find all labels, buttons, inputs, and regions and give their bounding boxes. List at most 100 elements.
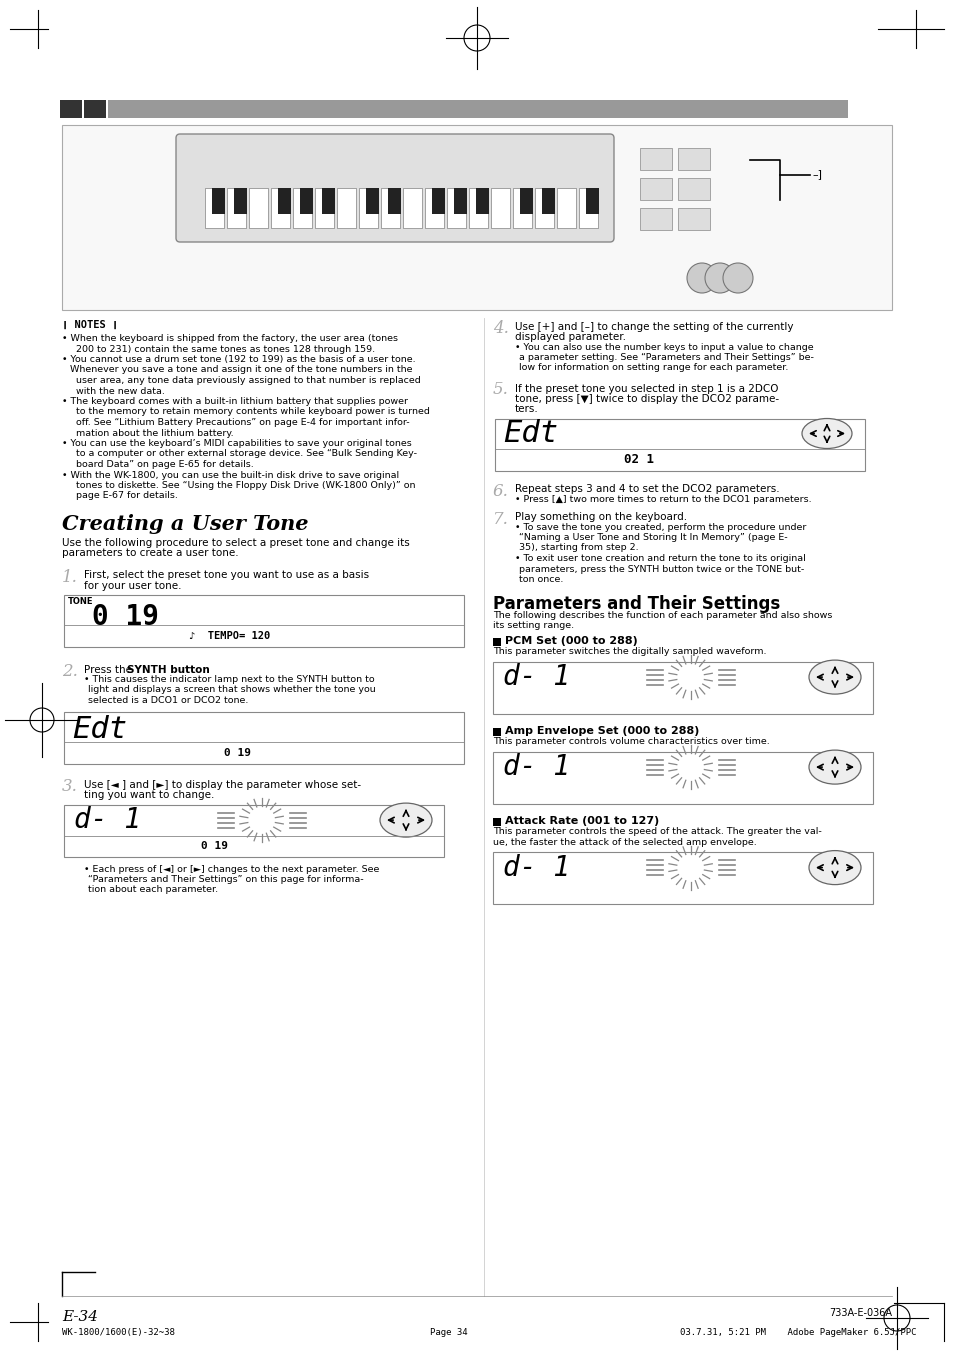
Text: for your user tone.: for your user tone. [84, 581, 181, 590]
FancyBboxPatch shape [64, 804, 443, 857]
Text: to the memory to retain memory contents while keyboard power is turned: to the memory to retain memory contents … [70, 408, 430, 416]
FancyBboxPatch shape [212, 188, 225, 213]
Text: Press the: Press the [84, 665, 135, 676]
Text: TONE: TONE [68, 597, 93, 607]
FancyBboxPatch shape [493, 638, 500, 646]
Text: to a computer or other external storage device. See “Bulk Sending Key-: to a computer or other external storage … [70, 450, 416, 458]
FancyBboxPatch shape [299, 188, 313, 213]
FancyBboxPatch shape [493, 662, 872, 713]
FancyBboxPatch shape [424, 188, 443, 228]
FancyBboxPatch shape [519, 188, 533, 213]
FancyBboxPatch shape [447, 188, 465, 228]
FancyBboxPatch shape [678, 208, 709, 230]
Circle shape [704, 263, 734, 293]
Text: user area, any tone data previously assigned to that number is replaced: user area, any tone data previously assi… [70, 376, 420, 385]
FancyBboxPatch shape [205, 188, 224, 228]
Text: This parameter controls volume characteristics over time.: This parameter controls volume character… [493, 738, 769, 747]
FancyBboxPatch shape [60, 100, 82, 118]
FancyBboxPatch shape [233, 188, 247, 213]
Text: ton once.: ton once. [518, 576, 563, 584]
Text: 03.7.31, 5:21 PM    Adobe PageMaker 6.5J/PPC: 03.7.31, 5:21 PM Adobe PageMaker 6.5J/PP… [679, 1328, 916, 1337]
Text: displayed parameter.: displayed parameter. [515, 332, 625, 343]
Text: ue, the faster the attack of the selected amp envelope.: ue, the faster the attack of the selecte… [493, 838, 756, 847]
Text: Parameters and Their Settings: Parameters and Their Settings [493, 594, 780, 613]
FancyBboxPatch shape [469, 188, 488, 228]
Text: 200 to 231) contain the same tones as tones 128 through 159.: 200 to 231) contain the same tones as to… [70, 345, 375, 354]
FancyBboxPatch shape [639, 208, 671, 230]
Text: .: . [193, 665, 196, 676]
FancyBboxPatch shape [402, 188, 421, 228]
FancyBboxPatch shape [491, 188, 510, 228]
FancyBboxPatch shape [271, 188, 290, 228]
FancyBboxPatch shape [380, 188, 399, 228]
Ellipse shape [808, 750, 861, 784]
Text: PCM Set (000 to 288): PCM Set (000 to 288) [504, 635, 638, 646]
Text: ting you want to change.: ting you want to change. [84, 790, 214, 801]
Ellipse shape [808, 661, 861, 694]
Text: Play something on the keyboard.: Play something on the keyboard. [515, 512, 686, 523]
Text: Use [+] and [–] to change the setting of the currently: Use [+] and [–] to change the setting of… [515, 322, 793, 332]
Text: E-34: E-34 [62, 1310, 98, 1324]
FancyBboxPatch shape [62, 126, 891, 309]
Text: 5.: 5. [493, 381, 508, 399]
Text: WK-1800/1600(E)-32~38: WK-1800/1600(E)-32~38 [62, 1328, 174, 1337]
Text: • The keyboard comes with a built-in lithium battery that supplies power: • The keyboard comes with a built-in lit… [62, 397, 408, 407]
Text: a parameter setting. See “Parameters and Their Settings” be-: a parameter setting. See “Parameters and… [518, 353, 813, 362]
FancyBboxPatch shape [495, 419, 864, 470]
Text: • When the keyboard is shipped from the factory, the user area (tones: • When the keyboard is shipped from the … [62, 334, 397, 343]
FancyBboxPatch shape [678, 149, 709, 170]
FancyBboxPatch shape [535, 188, 554, 228]
Text: 35), starting from step 2.: 35), starting from step 2. [518, 543, 638, 553]
Text: 0 19: 0 19 [200, 842, 228, 851]
FancyBboxPatch shape [175, 134, 614, 242]
Text: “Parameters and Their Settings” on this page for informa-: “Parameters and Their Settings” on this … [88, 875, 363, 884]
Text: • This causes the indicator lamp next to the SYNTH button to: • This causes the indicator lamp next to… [84, 676, 375, 684]
Ellipse shape [801, 419, 851, 449]
FancyBboxPatch shape [557, 188, 576, 228]
FancyBboxPatch shape [227, 188, 246, 228]
Text: • With the WK-1800, you can use the built-in disk drive to save original: • With the WK-1800, you can use the buil… [62, 470, 398, 480]
Text: Page 34: Page 34 [430, 1328, 467, 1337]
Text: d- 1: d- 1 [502, 663, 569, 692]
Text: tion about each parameter.: tion about each parameter. [88, 885, 218, 894]
FancyBboxPatch shape [639, 178, 671, 200]
Text: • You cannot use a drum set tone (192 to 199) as the basis of a user tone.: • You cannot use a drum set tone (192 to… [62, 355, 416, 363]
Text: This parameter controls the speed of the attack. The greater the val-: This parameter controls the speed of the… [493, 828, 821, 836]
Text: parameters, press the SYNTH button twice or the TONE but-: parameters, press the SYNTH button twice… [518, 565, 803, 574]
Text: Edt: Edt [71, 716, 127, 744]
Text: ♪  TEMPO= 120: ♪ TEMPO= 120 [189, 631, 270, 640]
FancyBboxPatch shape [513, 188, 532, 228]
FancyBboxPatch shape [358, 188, 377, 228]
Text: parameters to create a user tone.: parameters to create a user tone. [62, 549, 238, 558]
Text: off. See “Lithium Battery Precautions” on page E-4 for important infor-: off. See “Lithium Battery Precautions” o… [70, 417, 409, 427]
FancyBboxPatch shape [366, 188, 378, 213]
FancyBboxPatch shape [493, 817, 500, 825]
Text: 4.: 4. [493, 320, 508, 336]
FancyBboxPatch shape [493, 751, 872, 804]
Text: its setting range.: its setting range. [493, 621, 574, 631]
FancyBboxPatch shape [277, 188, 291, 213]
Text: • To save the tone you created, perform the procedure under: • To save the tone you created, perform … [515, 523, 805, 531]
FancyBboxPatch shape [578, 188, 598, 228]
Text: 6.: 6. [493, 482, 508, 500]
Text: low for information on setting range for each parameter.: low for information on setting range for… [518, 363, 787, 373]
FancyBboxPatch shape [336, 188, 355, 228]
FancyBboxPatch shape [541, 188, 555, 213]
FancyBboxPatch shape [64, 712, 463, 765]
FancyBboxPatch shape [476, 188, 489, 213]
Text: mation about the lithium battery.: mation about the lithium battery. [70, 428, 233, 438]
FancyBboxPatch shape [493, 727, 500, 735]
Text: tones to diskette. See “Using the Floppy Disk Drive (WK-1800 Only)” on: tones to diskette. See “Using the Floppy… [70, 481, 416, 490]
FancyBboxPatch shape [108, 100, 847, 118]
Circle shape [722, 263, 752, 293]
Text: Use the following procedure to select a preset tone and change its: Use the following procedure to select a … [62, 538, 410, 549]
Text: Repeat steps 3 and 4 to set the DCO2 parameters.: Repeat steps 3 and 4 to set the DCO2 par… [515, 485, 779, 494]
Text: If the preset tone you selected in step 1 is a 2DCO: If the preset tone you selected in step … [515, 384, 778, 393]
FancyBboxPatch shape [388, 188, 400, 213]
Text: This parameter switches the digitally sampled waveform.: This parameter switches the digitally sa… [493, 647, 765, 657]
Circle shape [686, 263, 717, 293]
FancyBboxPatch shape [314, 188, 334, 228]
FancyBboxPatch shape [678, 178, 709, 200]
Text: • Each press of [◄] or [►] changes to the next parameter. See: • Each press of [◄] or [►] changes to th… [84, 865, 379, 874]
Text: Attack Rate (001 to 127): Attack Rate (001 to 127) [504, 816, 659, 825]
